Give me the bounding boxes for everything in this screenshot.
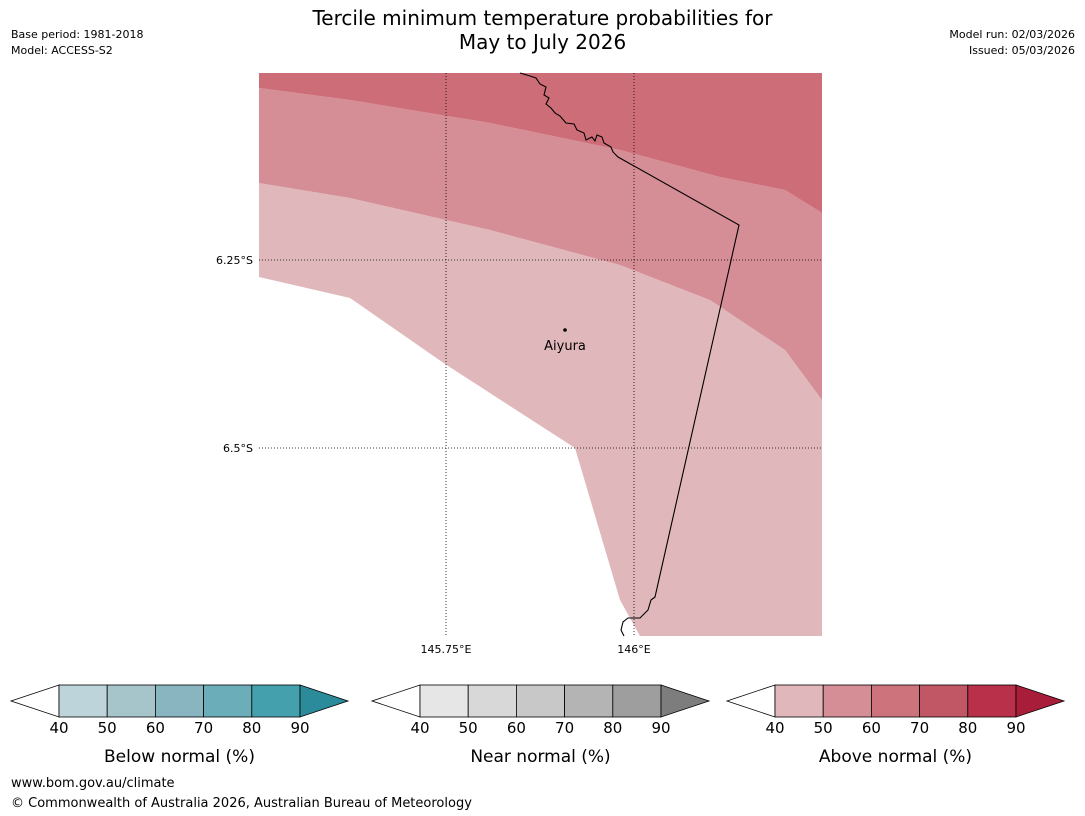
chart-title: Tercile minimum temperature probabilitie… xyxy=(0,6,1085,54)
border-line xyxy=(519,72,740,637)
lat-label-6-5: 6.5°S xyxy=(223,442,253,455)
legend-title: Above normal (%) xyxy=(819,747,972,767)
footer: www.bom.gov.au/climate © Commonwealth of… xyxy=(11,774,472,814)
footer-url[interactable]: www.bom.gov.au/climate xyxy=(11,776,175,791)
footer-copyright: © Commonwealth of Australia 2026, Austra… xyxy=(11,796,472,811)
legend-swatch xyxy=(871,684,921,718)
legend-swatch xyxy=(612,684,662,718)
legend-tick-label: 80 xyxy=(242,719,261,737)
legend-extension-high xyxy=(660,684,711,718)
probability-zones xyxy=(259,73,822,636)
issued-date: Issued: 05/03/2026 xyxy=(968,44,1075,57)
legend-tick-label: 90 xyxy=(651,719,670,737)
legend-extension-high xyxy=(1015,684,1066,718)
legend-swatch xyxy=(516,684,566,718)
title-line-1: Tercile minimum temperature probabilitie… xyxy=(312,6,773,30)
legend-extension-low xyxy=(370,684,421,718)
lat-label-6-25: 6.25°S xyxy=(216,254,253,267)
title-line-2: May to July 2026 xyxy=(458,30,627,54)
lon-label-146: 146°E xyxy=(617,643,650,656)
legend-swatch xyxy=(251,684,301,718)
legend-title: Near normal (%) xyxy=(470,747,610,767)
legend-extension-low xyxy=(9,684,60,718)
meta-left: Base period: 1981-2018 Model: ACCESS-S2 xyxy=(11,27,143,59)
legend-swatch xyxy=(467,684,517,718)
meta-right: Model run: 02/03/2026 Issued: 05/03/2026 xyxy=(949,27,1075,59)
legend-tick-label: 80 xyxy=(958,719,977,737)
legend-tick-label: 90 xyxy=(1006,719,1025,737)
legend-tick-label: 50 xyxy=(459,719,478,737)
lon-label-145-75: 145.75°E xyxy=(421,643,472,656)
legend-swatch xyxy=(967,684,1017,718)
graticule xyxy=(259,73,822,636)
legend-tick-label: 60 xyxy=(507,719,526,737)
legend-tick-label: 40 xyxy=(765,719,784,737)
legend-swatch xyxy=(154,684,204,718)
legend-extension-low xyxy=(725,684,776,718)
legend-tick-label: 70 xyxy=(910,719,929,737)
legend-swatch xyxy=(106,684,156,718)
model-name: Model: ACCESS-S2 xyxy=(11,44,113,57)
legend-tick-label: 80 xyxy=(603,719,622,737)
legend-0: 40 50 60 70 80 90 Below normal (%) xyxy=(9,684,350,767)
legend-title: Below normal (%) xyxy=(104,747,255,767)
legend-tick-label: 60 xyxy=(862,719,881,737)
legends: 40 50 60 70 80 90 Below normal (%) 40 50 60 70 80 90… xyxy=(9,684,1066,767)
legend-tick-label: 70 xyxy=(555,719,574,737)
legend-tick-label: 50 xyxy=(98,719,117,737)
legend-swatch xyxy=(564,684,614,718)
place-marker xyxy=(563,328,567,332)
legend-tick-label: 40 xyxy=(49,719,68,737)
legend-swatch xyxy=(774,684,824,718)
legend-1: 40 50 60 70 80 90 Near normal (%) xyxy=(370,684,711,767)
zone-above-60 xyxy=(259,73,822,213)
legend-2: 40 50 60 70 80 90 Above normal (%) xyxy=(725,684,1066,767)
legend-tick-label: 90 xyxy=(290,719,309,737)
legend-swatch xyxy=(203,684,253,718)
legend-extension-high xyxy=(299,684,350,718)
legend-tick-label: 60 xyxy=(146,719,165,737)
legend-swatch xyxy=(822,684,872,718)
legend-swatch xyxy=(58,684,108,718)
legend-tick-label: 70 xyxy=(194,719,213,737)
zone-above-40 xyxy=(259,183,822,636)
zone-above-50 xyxy=(259,88,822,400)
model-run: Model run: 02/03/2026 xyxy=(949,28,1075,41)
legend-swatch xyxy=(419,684,469,718)
legend-tick-label: 50 xyxy=(814,719,833,737)
legend-tick-label: 40 xyxy=(410,719,429,737)
base-period: Base period: 1981-2018 xyxy=(11,28,144,41)
place-label: Aiyura xyxy=(544,339,586,354)
legend-swatch xyxy=(919,684,969,718)
